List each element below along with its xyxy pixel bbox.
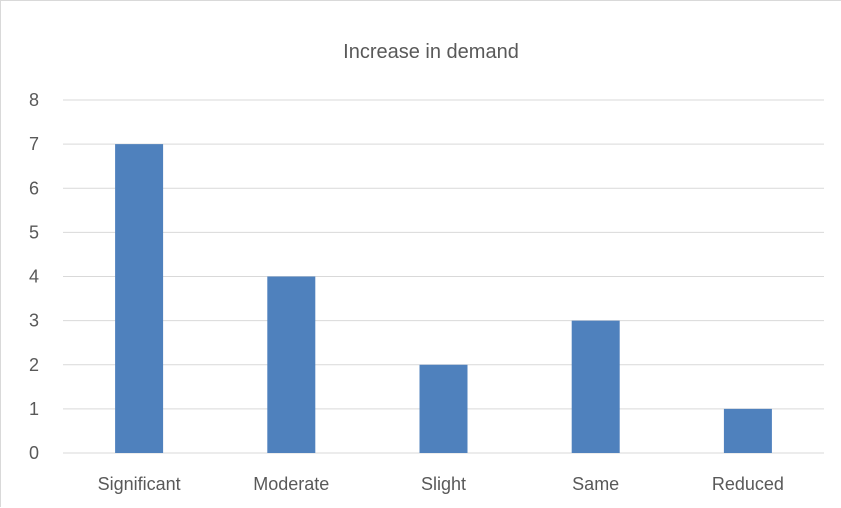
bars	[115, 144, 772, 453]
y-tick-label: 0	[29, 443, 39, 463]
chart-title: Increase in demand	[343, 41, 519, 63]
x-tick-label: Moderate	[253, 474, 329, 494]
bar-moderate	[267, 276, 316, 453]
bar-same	[571, 320, 620, 453]
y-tick-label: 4	[29, 267, 39, 287]
bar-reduced	[723, 408, 772, 453]
y-tick-label: 7	[29, 134, 39, 154]
x-axis-ticks: Significant Moderate Slight Same Reduced	[98, 474, 784, 494]
x-tick-label: Significant	[98, 474, 181, 494]
y-tick-label: 8	[29, 90, 39, 110]
y-tick-label: 3	[29, 311, 39, 331]
y-tick-label: 2	[29, 355, 39, 375]
gridlines	[63, 99, 824, 454]
y-tick-label: 6	[29, 178, 39, 198]
y-tick-label: 1	[29, 399, 39, 419]
y-tick-label: 5	[29, 222, 39, 242]
x-tick-label: Same	[572, 474, 619, 494]
y-axis-ticks: 0 1 2 3 4 5 6 7 8	[29, 90, 39, 463]
bar-slight	[419, 364, 468, 453]
bar-significant	[115, 144, 164, 453]
x-tick-label: Reduced	[712, 474, 784, 494]
x-tick-label: Slight	[421, 474, 466, 494]
